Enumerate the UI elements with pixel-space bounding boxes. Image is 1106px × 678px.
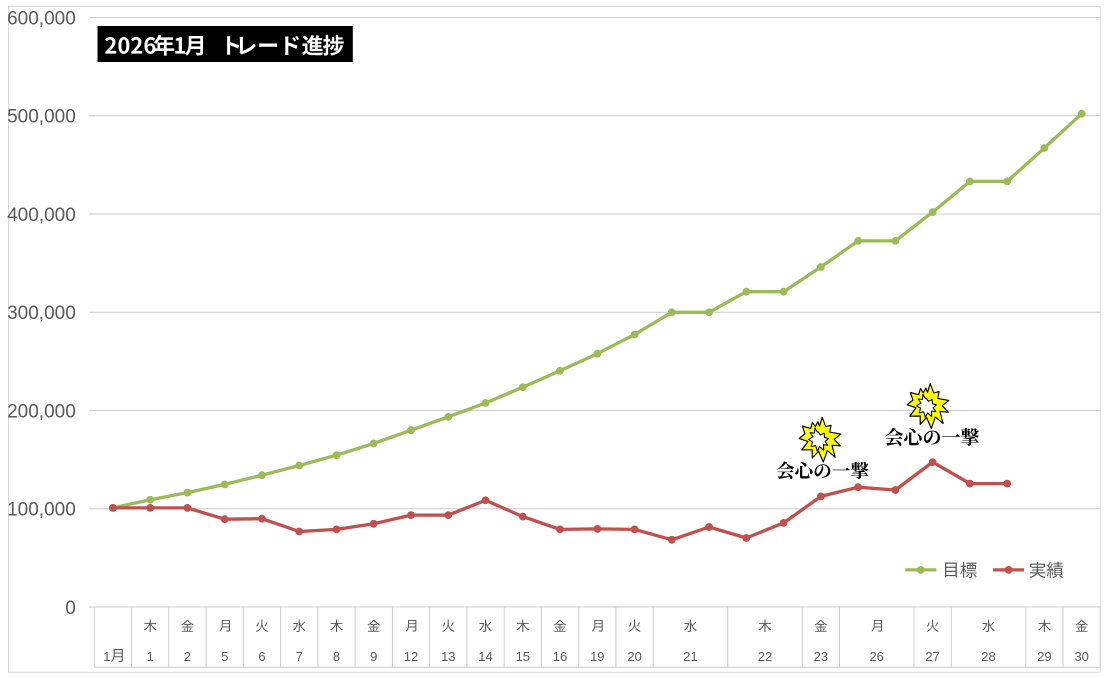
svg-text:30: 30 <box>1074 649 1088 664</box>
svg-text:8: 8 <box>333 649 340 664</box>
svg-text:28: 28 <box>981 649 995 664</box>
svg-text:1: 1 <box>147 649 154 664</box>
svg-text:9: 9 <box>370 649 377 664</box>
svg-text:29: 29 <box>1037 649 1051 664</box>
svg-text:5: 5 <box>221 649 228 664</box>
svg-text:7: 7 <box>296 649 303 664</box>
svg-text:22: 22 <box>758 649 772 664</box>
svg-text:23: 23 <box>814 649 828 664</box>
svg-text:500,000: 500,000 <box>7 107 76 128</box>
svg-text:16: 16 <box>553 649 567 664</box>
svg-text:300,000: 300,000 <box>7 303 76 324</box>
svg-text:12: 12 <box>404 649 418 664</box>
svg-text:14: 14 <box>478 649 492 664</box>
svg-text:15: 15 <box>516 649 530 664</box>
svg-text:200,000: 200,000 <box>7 401 76 422</box>
svg-text:20: 20 <box>627 649 641 664</box>
svg-text:600,000: 600,000 <box>7 8 76 29</box>
svg-text:1: 1 <box>103 649 110 664</box>
svg-text:400,000: 400,000 <box>7 205 76 226</box>
svg-text:26: 26 <box>869 649 883 664</box>
svg-text:19: 19 <box>590 649 604 664</box>
svg-text:2: 2 <box>184 649 191 664</box>
svg-text:27: 27 <box>925 649 939 664</box>
svg-text:100,000: 100,000 <box>7 500 76 521</box>
svg-text:21: 21 <box>683 649 697 664</box>
svg-text:13: 13 <box>441 649 455 664</box>
svg-text:0: 0 <box>65 598 76 619</box>
svg-text:6: 6 <box>258 649 265 664</box>
